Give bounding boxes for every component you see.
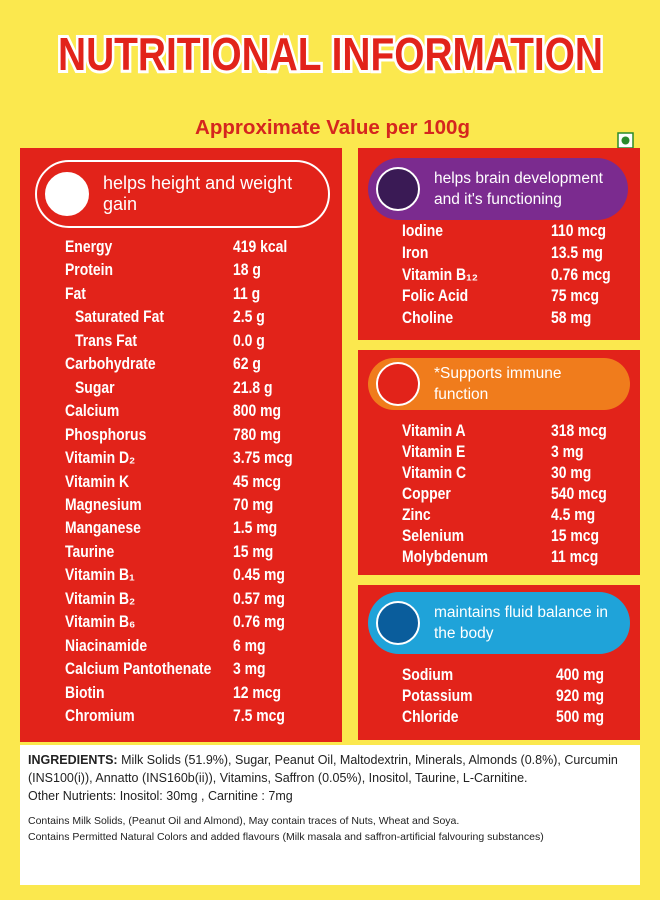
nutrient-value: 11 mcg: [551, 547, 599, 566]
ingredients-label: INGREDIENTS:: [28, 753, 118, 767]
nutrient-value: 3.75 mcg: [233, 448, 293, 468]
nutrient-name: Vitamin D₂: [65, 448, 136, 468]
nutrient-value: 62 g: [233, 354, 261, 374]
nutrient-value: 13.5 mg: [551, 242, 603, 262]
icon: [376, 362, 420, 406]
nutrient-value: 15 mg: [233, 541, 274, 561]
nutrient-name: Selenium: [402, 526, 464, 545]
nutrient-name: Carbohydrate: [65, 354, 156, 374]
nutrient-name: Phosphorus: [65, 424, 147, 444]
nutrient-name: Trans Fat: [75, 330, 137, 350]
ingredients: INGREDIENTS: Milk Solids (51.9%), Sugar,…: [28, 751, 632, 787]
ingredients-box: INGREDIENTS: Milk Solids (51.9%), Sugar,…: [20, 745, 640, 885]
icon: [45, 172, 89, 216]
nutrient-name: Chromium: [65, 706, 135, 725]
nutrient-value: 6 mg: [233, 635, 266, 655]
veg-dot: [621, 136, 630, 145]
nutrient-value: 3 mg: [551, 442, 584, 461]
heading-pill: *Supports immune function: [368, 358, 630, 410]
nutrient-name: Folic Acid: [402, 286, 469, 306]
nutrient-name: Copper: [402, 484, 451, 503]
nutrient-name: Sugar: [75, 377, 115, 397]
nutrient-value: 7.5 mcg: [233, 706, 285, 725]
nutrient-value: 0.57 mg: [233, 588, 285, 608]
other-nutrients: Other Nutrients: Inositol: 30mg , Carnit…: [28, 789, 293, 803]
nutrient-name: Zinc: [402, 505, 431, 524]
nutrient-value: 70 mg: [233, 494, 274, 514]
heading-pill: maintains fluid balance in the body: [368, 592, 630, 654]
heading: maintains fluid balance in the body: [434, 604, 609, 642]
nutrient-value: 0.76 mcg: [551, 264, 611, 284]
nutrient-name: Vitamin K: [65, 471, 130, 491]
nutrient-name: Protein: [65, 260, 114, 280]
nutrient-value: 110 mcg: [551, 221, 607, 240]
nutrient-value: 400 mg: [556, 665, 605, 684]
title-area: NUTRITIONAL INFORMATION Approximate Valu…: [55, 25, 634, 149]
nutrient-name: Vitamin C: [402, 463, 467, 482]
nutrient-name: Vitamin B₆: [65, 612, 136, 632]
nutrient-name: Calcium Pantothenate: [65, 659, 212, 679]
nutrient-value: 500 mg: [556, 707, 605, 726]
heading-pill: helps height and weight gain: [35, 160, 330, 228]
nutrient-name: Biotin: [65, 682, 105, 702]
note: Contains Permitted Natural Colors and ad…: [28, 831, 544, 843]
nutrient-value: 18 g: [233, 260, 261, 280]
nutrient-name: Choline: [402, 308, 454, 328]
heading-pill: helps brain development and it's functio…: [368, 158, 628, 220]
subtitle: Approximate Value per 100g: [195, 117, 470, 139]
nutrient-value: 0.45 mg: [233, 565, 285, 585]
nutrient-value: 45 mcg: [233, 471, 282, 491]
nutrient-name: Calcium: [65, 401, 120, 421]
nutrient-value: 12 mcg: [233, 682, 282, 702]
ingredients-text: Milk Solids (51.9%), Sugar, Peanut Oil, …: [28, 753, 618, 785]
nutrient-name: Manganese: [65, 518, 141, 538]
icon: [376, 167, 420, 211]
heading: *Supports immune function: [434, 365, 562, 403]
heading: helps height and weight gain: [103, 173, 293, 214]
nutrient-value: 800 mg: [233, 401, 282, 421]
nutrient-name: Energy: [65, 237, 113, 256]
nutrient-name: Magnesium: [65, 494, 142, 514]
nutrient-name: Vitamin B₂: [65, 588, 136, 608]
nutrient-value: 2.5 g: [233, 307, 265, 327]
nutrient-value: 30 mg: [551, 463, 592, 482]
nutrient-value: 0.76 mg: [233, 612, 285, 632]
note: Contains Milk Solids, (Peanut Oil and Al…: [28, 815, 460, 827]
nutrient-name: Taurine: [65, 541, 115, 561]
nutrient-value: 540 mcg: [551, 484, 607, 503]
nutrient-value: 419 kcal: [233, 237, 288, 256]
nutrient-name: Vitamin A: [402, 421, 466, 440]
nutrient-name: Iodine: [402, 221, 444, 240]
nutrient-value: 318 mcg: [551, 421, 607, 440]
nutrient-name: Fat: [65, 283, 86, 303]
nutrient-value: 21.8 g: [233, 377, 273, 397]
nutrient-value: 4.5 mg: [551, 505, 596, 524]
nutrient-value: 780 mg: [233, 424, 282, 444]
title: NUTRITIONAL INFORMATION: [58, 28, 603, 80]
nutrient-name: Vitamin B₁: [65, 565, 135, 585]
nutrient-value: 3 mg: [233, 659, 266, 679]
nutrient-name: Iron: [402, 242, 429, 262]
nutrient-name: Vitamin E: [402, 442, 466, 461]
nutrient-name: Potassium: [402, 686, 473, 705]
nutrient-value: 58 mg: [551, 308, 592, 328]
nutrient-name: Molybdenum: [402, 547, 488, 566]
nutrient-value: 75 mcg: [551, 286, 600, 306]
nutrient-value: 920 mg: [556, 686, 605, 705]
nutrient-value: 0.0 g: [233, 330, 265, 350]
panel: [20, 148, 342, 742]
nutrient-name: Niacinamide: [65, 635, 148, 655]
nutrient-name: Chloride: [402, 707, 459, 726]
nutrient-name: Vitamin B₁₂: [402, 264, 479, 284]
icon: [376, 601, 420, 645]
heading: helps brain development and it's functio…: [434, 170, 603, 208]
nutrient-name: Sodium: [402, 665, 454, 684]
nutrient-value: 1.5 mg: [233, 518, 278, 538]
nutrient-value: 15 mcg: [551, 526, 600, 545]
nutrient-name: Saturated Fat: [75, 307, 165, 327]
nutrient-value: 11 g: [233, 283, 261, 303]
